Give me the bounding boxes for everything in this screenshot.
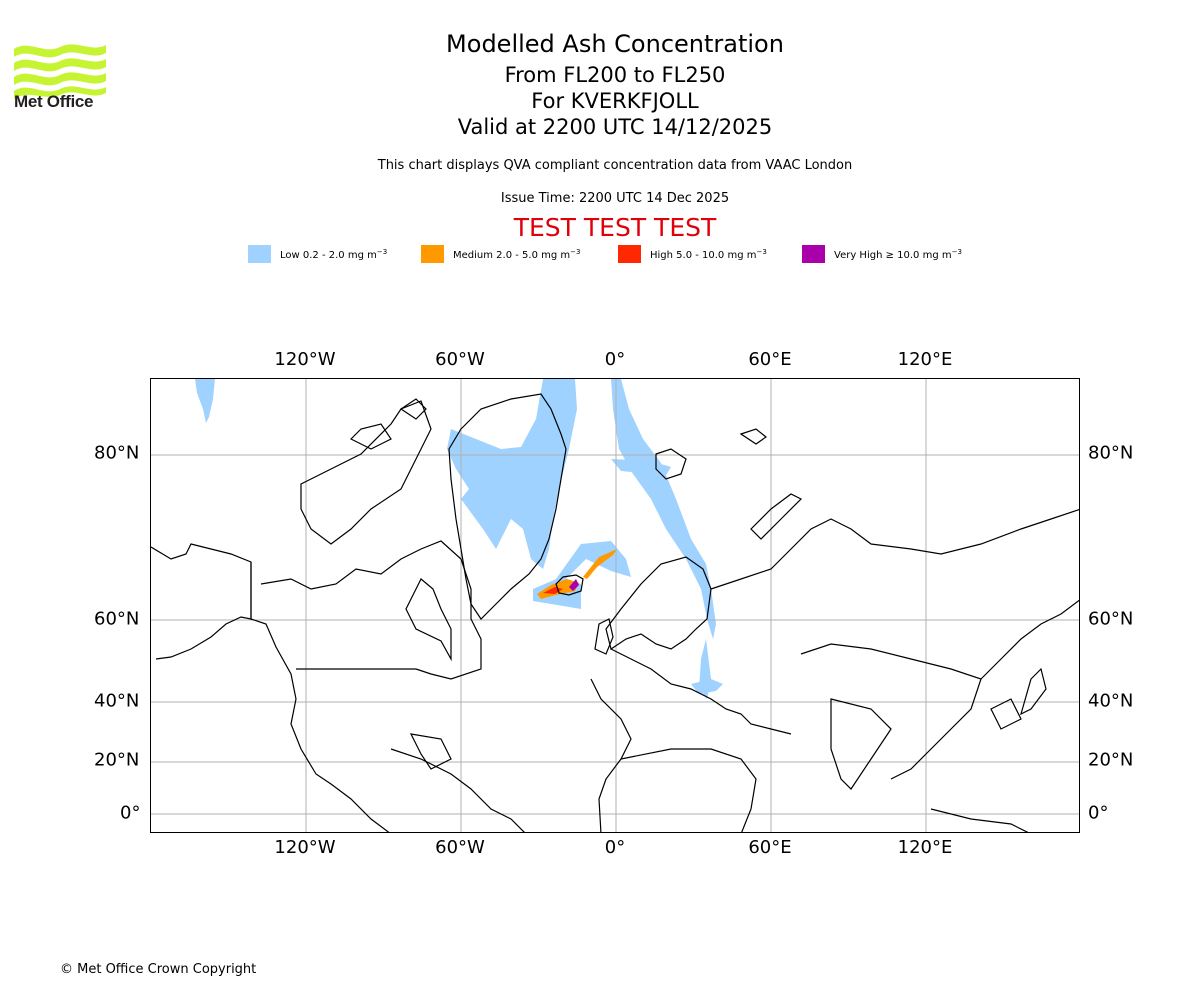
test-banner: TEST TEST TEST — [513, 213, 717, 242]
legend-label-high: High 5.0 - 10.0 mg m — [650, 249, 757, 261]
legend-swatch-high — [618, 245, 641, 263]
met-office-logo-text: Met Office — [14, 92, 94, 111]
legend-item-low: Low 0.2 - 2.0 mg m−3 — [248, 244, 387, 264]
ash-very-high-regions — [569, 579, 579, 591]
legend-label-very-high: Very High ≥ 10.0 mg m — [834, 249, 952, 261]
x-tick-bottom-60e: 60°E — [748, 837, 792, 858]
x-tick-top-120w: 120°W — [274, 349, 336, 370]
legend-swatch-medium — [421, 245, 444, 263]
x-tick-bottom-120w: 120°W — [274, 837, 336, 858]
map-canvas — [151, 379, 1079, 832]
y-tick-right-40n: 40°N — [1088, 690, 1134, 712]
y-tick-left-80n: 80°N — [94, 442, 140, 464]
legend-label-medium: Medium 2.0 - 5.0 mg m — [453, 249, 571, 261]
coastlines — [151, 393, 1079, 832]
x-tick-top-60w: 60°W — [435, 349, 485, 370]
y-tick-right-60n: 60°N — [1088, 608, 1134, 630]
y-tick-left-40n: 40°N — [94, 690, 140, 712]
x-tick-bottom-60w: 60°W — [435, 837, 485, 858]
x-tick-top-120e: 120°E — [897, 349, 953, 370]
y-tick-right-20n: 20°N — [1088, 749, 1134, 771]
issue-time: Issue Time: 2200 UTC 14 Dec 2025 — [500, 191, 730, 206]
ash-low-regions — [195, 379, 723, 699]
valid-time: Valid at 2200 UTC 14/12/2025 — [457, 115, 773, 139]
y-tick-left-20n: 20°N — [94, 749, 140, 771]
legend-label-low: Low 0.2 - 2.0 mg m — [280, 249, 377, 261]
met-office-logo-icon — [14, 44, 106, 99]
legend-item-very-high: Very High ≥ 10.0 mg m−3 — [802, 244, 962, 264]
chart-description: This chart displays QVA compliant concen… — [377, 158, 853, 173]
y-tick-right-0: 0° — [1088, 802, 1109, 824]
x-tick-top-0: 0° — [604, 349, 626, 370]
legend-swatch-very-high — [802, 245, 825, 263]
ash-concentration-map[interactable] — [150, 378, 1080, 833]
legend-swatch-low — [248, 245, 271, 263]
volcano-name: For KVERKFJOLL — [531, 89, 699, 113]
y-tick-right-80n: 80°N — [1088, 442, 1134, 464]
y-tick-left-60n: 60°N — [94, 608, 140, 630]
gridlines — [151, 379, 1079, 832]
x-tick-bottom-0: 0° — [604, 837, 626, 858]
copyright-notice: © Met Office Crown Copyright — [60, 962, 257, 977]
y-tick-left-0: 0° — [120, 802, 141, 824]
x-tick-top-60e: 60°E — [748, 349, 792, 370]
chart-title: Modelled Ash Concentration — [446, 30, 784, 58]
flight-levels: From FL200 to FL250 — [504, 63, 726, 87]
x-tick-bottom-120e: 120°E — [897, 837, 953, 858]
legend-item-high: High 5.0 - 10.0 mg m−3 — [618, 244, 767, 264]
legend-item-medium: Medium 2.0 - 5.0 mg m−3 — [421, 244, 580, 264]
